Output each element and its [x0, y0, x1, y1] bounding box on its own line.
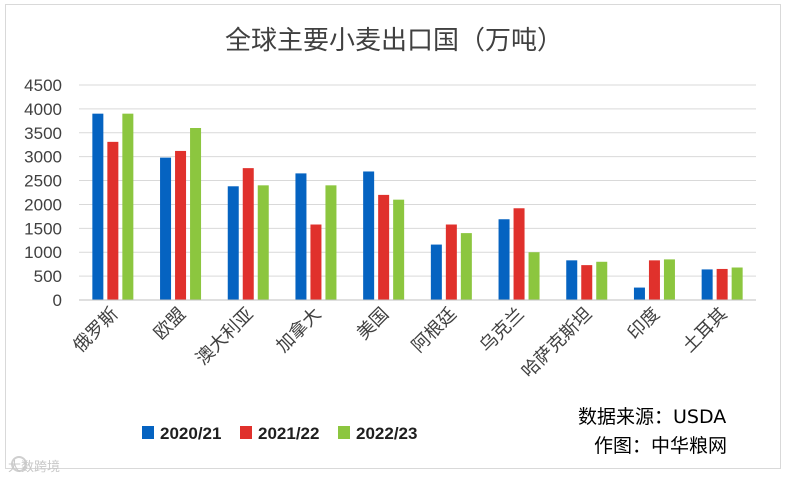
watermark-logo [11, 456, 27, 472]
maker-note: 作图：中华粮网 [594, 435, 728, 457]
y-tick-label: 2000 [24, 195, 62, 214]
legend-label: 2021/22 [258, 424, 319, 443]
bar [378, 194, 390, 300]
bar [363, 171, 375, 300]
bar [701, 269, 713, 300]
x-tick-label: 土耳其 [679, 304, 732, 357]
chart-frame [5, 4, 781, 469]
bar [242, 168, 254, 300]
y-tick-label: 0 [53, 291, 62, 310]
y-tick-label: 1000 [24, 243, 62, 262]
legend-label: 2020/21 [160, 424, 221, 443]
x-tick-label: 乌克兰 [476, 304, 529, 357]
bar [295, 173, 307, 300]
bar [633, 287, 645, 300]
bar [325, 185, 337, 300]
y-tick-label: 1500 [24, 219, 62, 238]
y-tick-label: 3000 [24, 148, 62, 167]
bar [122, 113, 134, 301]
bar [190, 128, 202, 300]
watermark-text: 大数跨境 [8, 460, 61, 475]
bar [310, 224, 322, 300]
bar [445, 224, 457, 300]
bar [513, 208, 525, 300]
y-tick-label: 4000 [24, 100, 62, 119]
x-tick-label: 哈萨克斯坦 [518, 304, 596, 382]
bar [648, 260, 660, 300]
legend-swatch [240, 426, 252, 439]
bar [731, 267, 743, 300]
bar [528, 252, 540, 300]
legend-swatch [338, 426, 350, 439]
x-tick-label: 阿根廷 [408, 304, 461, 357]
bar [92, 113, 104, 301]
bar [430, 244, 442, 300]
x-tick-label: 澳大利亚 [192, 304, 258, 370]
y-tick-label: 4500 [24, 76, 62, 95]
bar [716, 268, 728, 300]
y-tick-label: 3500 [24, 124, 62, 143]
bar [663, 259, 675, 300]
y-tick-label: 2500 [24, 172, 62, 191]
legend-label: 2022/23 [356, 424, 417, 443]
legend-swatch [142, 426, 154, 439]
bar [227, 186, 239, 300]
y-tick-label: 500 [34, 267, 62, 286]
bar [393, 199, 405, 300]
bar [566, 260, 578, 300]
x-tick-label: 欧盟 [150, 304, 190, 344]
bar [460, 233, 472, 300]
source-note: 数据来源：USDA [578, 406, 727, 428]
bar [581, 265, 593, 300]
x-tick-label: 印度 [624, 304, 664, 344]
bar [498, 219, 510, 300]
bar [596, 261, 608, 300]
x-tick-label: 美国 [353, 304, 393, 344]
bar [160, 157, 172, 300]
bar [257, 185, 269, 300]
x-tick-label: 加拿大 [272, 303, 326, 357]
x-tick-label: 俄罗斯 [69, 304, 122, 357]
chart-title: 全球主要小麦出口国（万吨） [224, 26, 563, 56]
bar [175, 150, 187, 300]
bar [107, 141, 119, 300]
